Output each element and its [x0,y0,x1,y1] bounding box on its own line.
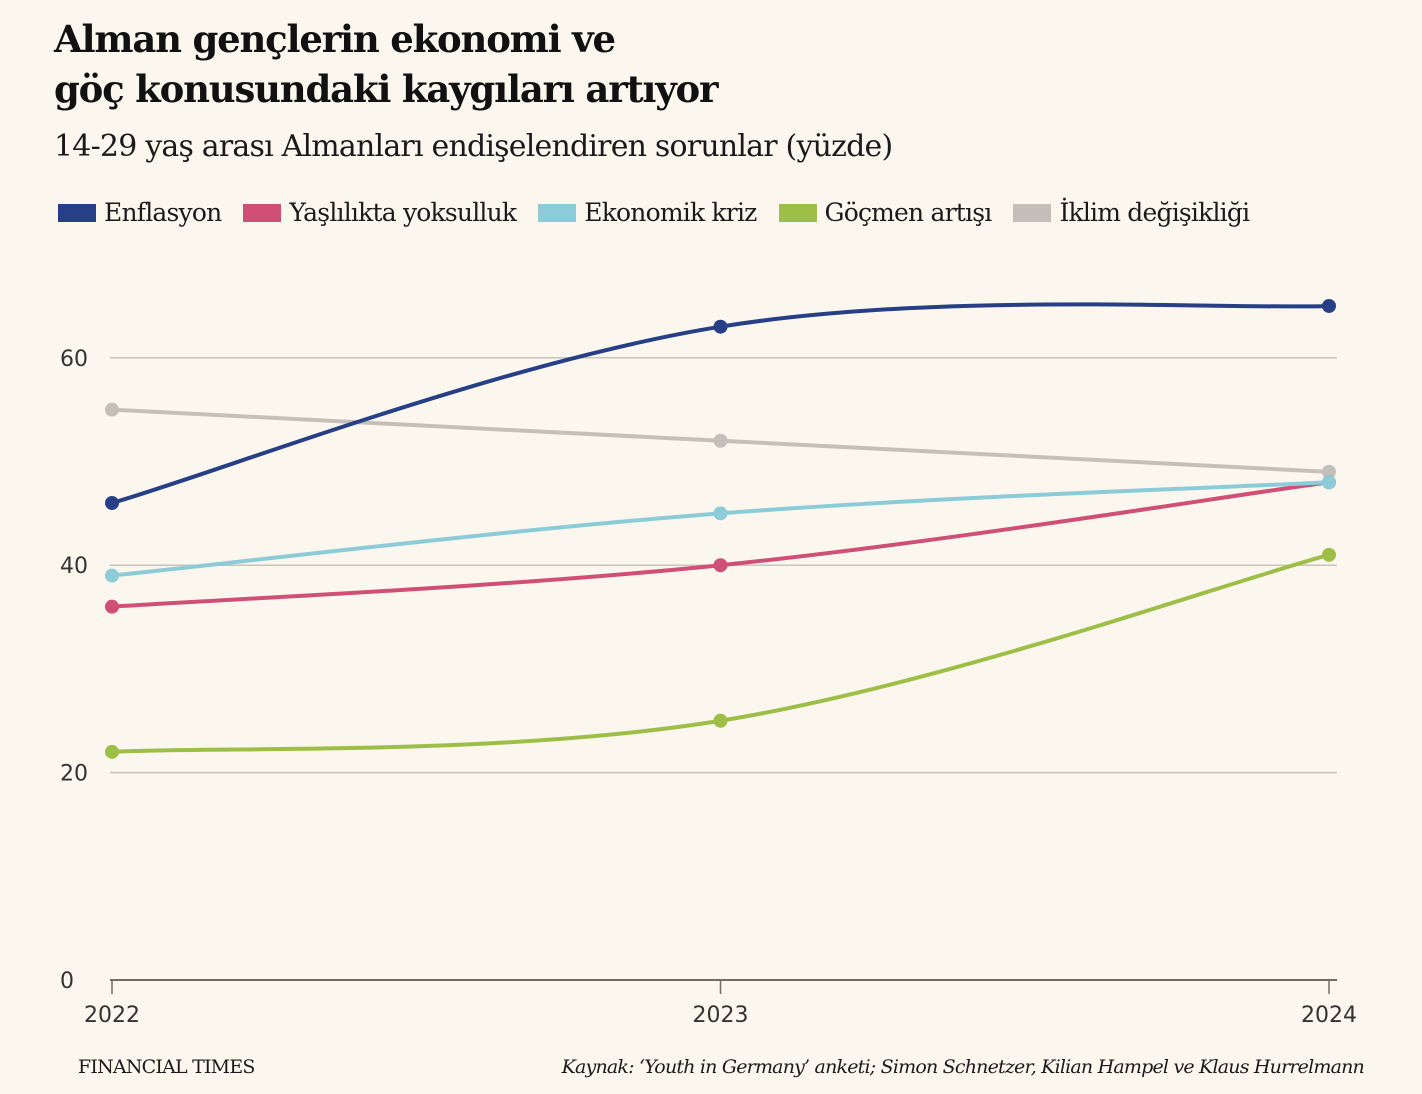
y-tick-label: 60 [60,347,88,372]
chart-title-line-1: Alman gençlerin ekonomi ve [54,17,616,61]
legend-swatch [778,203,817,222]
legend-swatch [58,203,96,222]
data-point-göçmen-artışı [1322,547,1336,562]
y-tick-label: 0 [60,969,74,994]
legend-label: İklim değişikliği [1059,198,1250,227]
legend-item-gocmen-artisi: Göçmen artışı [778,198,993,227]
data-point-enflasyon [713,319,728,334]
y-tick-label: 20 [60,762,88,787]
data-point-göçmen-artışı [105,744,119,759]
legend-item-ekonomik-kriz: Ekonomik kriz [538,198,757,227]
chart-title-line-2: göç konusundaki kaygıları artıyor [54,67,719,111]
legend-label: Enflasyon [104,198,222,227]
x-tick-label: 2024 [1301,1003,1357,1028]
ft-brand: FINANCIAL TIMES [78,1056,255,1078]
data-point-yaşlılıkta-yoksulluk [713,558,728,573]
data-point-ekonomik-kriz [713,506,728,521]
data-point-göçmen-artışı [713,713,728,728]
chart-title: Alman gençlerin ekonomi ve göç konusunda… [54,14,954,114]
source-note: Kaynak: ‘Youth in Germany’ anketi; Simon… [561,1056,1365,1078]
data-point-ekonomik-kriz [1322,475,1336,490]
legend-swatch [1013,203,1052,222]
legend-label: Ekonomik kriz [584,198,757,227]
x-tick-label: 2023 [693,1003,749,1028]
legend-label: Yaşlılıkta yoksulluk [289,198,517,227]
series-line-yaşlılıkta-yoksulluk [110,480,1331,609]
data-point-i-klim-değişikliği [713,433,728,448]
legend-label: Göçmen artışı [824,198,993,227]
data-point-enflasyon [105,495,119,510]
legend-item-iklim-degisikligi: İklim değişikliği [1013,198,1250,227]
data-point-ekonomik-kriz [105,568,119,583]
data-point-yaşlılıkta-yoksulluk [105,599,119,614]
data-point-enflasyon [1322,298,1336,313]
x-tick-label: 2022 [84,1003,140,1028]
legend: Enflasyon Yaşlılıkta yoksulluk Ekonomik … [58,198,1271,227]
legend-swatch [243,203,282,222]
data-point-i-klim-değişikliği [1322,464,1336,479]
legend-item-enflasyon: Enflasyon [58,198,222,227]
legend-swatch [538,203,577,222]
legend-item-yaslilikta-yoksulluk: Yaşlılıkta yoksulluk [243,198,517,227]
y-tick-label: 40 [60,554,88,579]
data-point-i-klim-değişikliği [105,402,119,417]
series-line-enflasyon [110,302,1331,505]
chart-subtitle: 14-29 yaş arası Almanları endişelendiren… [54,129,893,164]
